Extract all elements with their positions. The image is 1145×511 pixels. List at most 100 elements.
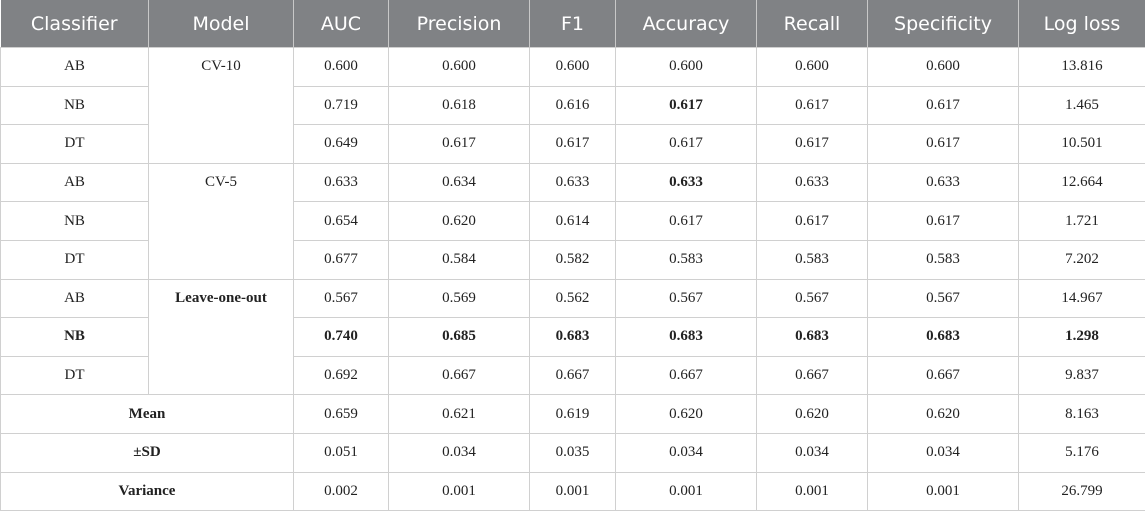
classifier-cell: NB bbox=[1, 202, 149, 241]
value-cell: 0.583 bbox=[757, 240, 868, 279]
value-cell: 0.621 bbox=[389, 395, 530, 434]
header-cell: Accuracy bbox=[616, 0, 757, 48]
value-cell: 0.617 bbox=[757, 86, 868, 125]
value-cell: 26.799 bbox=[1019, 472, 1145, 511]
summary-label: Variance bbox=[1, 472, 294, 511]
value-cell: 0.617 bbox=[757, 125, 868, 164]
value-cell: 0.600 bbox=[757, 48, 868, 87]
value-cell: 0.634 bbox=[389, 163, 530, 202]
header-cell: Classifier bbox=[1, 0, 149, 48]
value-cell: 0.617 bbox=[868, 125, 1019, 164]
model-cell: CV-5 bbox=[149, 163, 294, 279]
value-cell: 1.298 bbox=[1019, 318, 1145, 357]
value-cell: 0.002 bbox=[294, 472, 389, 511]
value-cell: 0.685 bbox=[389, 318, 530, 357]
value-cell: 0.034 bbox=[389, 433, 530, 472]
classifier-cell: DT bbox=[1, 240, 149, 279]
value-cell: 0.051 bbox=[294, 433, 389, 472]
classifier-cell: AB bbox=[1, 279, 149, 318]
value-cell: 0.683 bbox=[868, 318, 1019, 357]
value-cell: 0.617 bbox=[616, 86, 757, 125]
value-cell: 0.001 bbox=[757, 472, 868, 511]
model-cell: CV-10 bbox=[149, 48, 294, 164]
value-cell: 0.034 bbox=[616, 433, 757, 472]
value-cell: 14.967 bbox=[1019, 279, 1145, 318]
classifier-cell: DT bbox=[1, 356, 149, 395]
value-cell: 0.654 bbox=[294, 202, 389, 241]
value-cell: 0.619 bbox=[530, 395, 616, 434]
value-cell: 0.035 bbox=[530, 433, 616, 472]
value-cell: 0.600 bbox=[294, 48, 389, 87]
value-cell: 0.567 bbox=[294, 279, 389, 318]
value-cell: 0.617 bbox=[868, 86, 1019, 125]
value-cell: 13.816 bbox=[1019, 48, 1145, 87]
summary-label: ±SD bbox=[1, 433, 294, 472]
value-cell: 0.034 bbox=[757, 433, 868, 472]
value-cell: 0.618 bbox=[389, 86, 530, 125]
value-cell: 0.683 bbox=[616, 318, 757, 357]
value-cell: 0.667 bbox=[868, 356, 1019, 395]
value-cell: 0.667 bbox=[530, 356, 616, 395]
value-cell: 0.567 bbox=[616, 279, 757, 318]
value-cell: 0.740 bbox=[294, 318, 389, 357]
value-cell: 5.176 bbox=[1019, 433, 1145, 472]
value-cell: 8.163 bbox=[1019, 395, 1145, 434]
value-cell: 0.583 bbox=[616, 240, 757, 279]
value-cell: 9.837 bbox=[1019, 356, 1145, 395]
value-cell: 0.620 bbox=[868, 395, 1019, 434]
value-cell: 0.649 bbox=[294, 125, 389, 164]
value-cell: 0.617 bbox=[616, 202, 757, 241]
value-cell: 0.001 bbox=[616, 472, 757, 511]
value-cell: 0.677 bbox=[294, 240, 389, 279]
header-cell: F1 bbox=[530, 0, 616, 48]
summary-label: Mean bbox=[1, 395, 294, 434]
header-cell: Log loss bbox=[1019, 0, 1145, 48]
value-cell: 0.633 bbox=[868, 163, 1019, 202]
value-cell: 0.001 bbox=[868, 472, 1019, 511]
classifier-cell: AB bbox=[1, 48, 149, 87]
value-cell: 0.001 bbox=[389, 472, 530, 511]
value-cell: 0.614 bbox=[530, 202, 616, 241]
value-cell: 0.569 bbox=[389, 279, 530, 318]
header-cell: Model bbox=[149, 0, 294, 48]
header-cell: Recall bbox=[757, 0, 868, 48]
value-cell: 0.620 bbox=[757, 395, 868, 434]
value-cell: 0.667 bbox=[616, 356, 757, 395]
value-cell: 0.617 bbox=[530, 125, 616, 164]
header-cell: Specificity bbox=[868, 0, 1019, 48]
value-cell: 0.616 bbox=[530, 86, 616, 125]
value-cell: 0.633 bbox=[530, 163, 616, 202]
value-cell: 12.664 bbox=[1019, 163, 1145, 202]
value-cell: 0.600 bbox=[389, 48, 530, 87]
value-cell: 0.667 bbox=[757, 356, 868, 395]
value-cell: 0.600 bbox=[868, 48, 1019, 87]
value-cell: 1.465 bbox=[1019, 86, 1145, 125]
value-cell: 0.667 bbox=[389, 356, 530, 395]
classifier-cell: AB bbox=[1, 163, 149, 202]
value-cell: 0.600 bbox=[616, 48, 757, 87]
value-cell: 0.633 bbox=[757, 163, 868, 202]
value-cell: 0.617 bbox=[389, 125, 530, 164]
value-cell: 0.562 bbox=[530, 279, 616, 318]
value-cell: 0.659 bbox=[294, 395, 389, 434]
value-cell: 0.633 bbox=[616, 163, 757, 202]
value-cell: 0.719 bbox=[294, 86, 389, 125]
value-cell: 1.721 bbox=[1019, 202, 1145, 241]
value-cell: 0.633 bbox=[294, 163, 389, 202]
value-cell: 0.034 bbox=[868, 433, 1019, 472]
value-cell: 0.692 bbox=[294, 356, 389, 395]
value-cell: 0.583 bbox=[868, 240, 1019, 279]
value-cell: 0.617 bbox=[868, 202, 1019, 241]
model-cell: Leave-one-out bbox=[149, 279, 294, 395]
classifier-cell: NB bbox=[1, 86, 149, 125]
